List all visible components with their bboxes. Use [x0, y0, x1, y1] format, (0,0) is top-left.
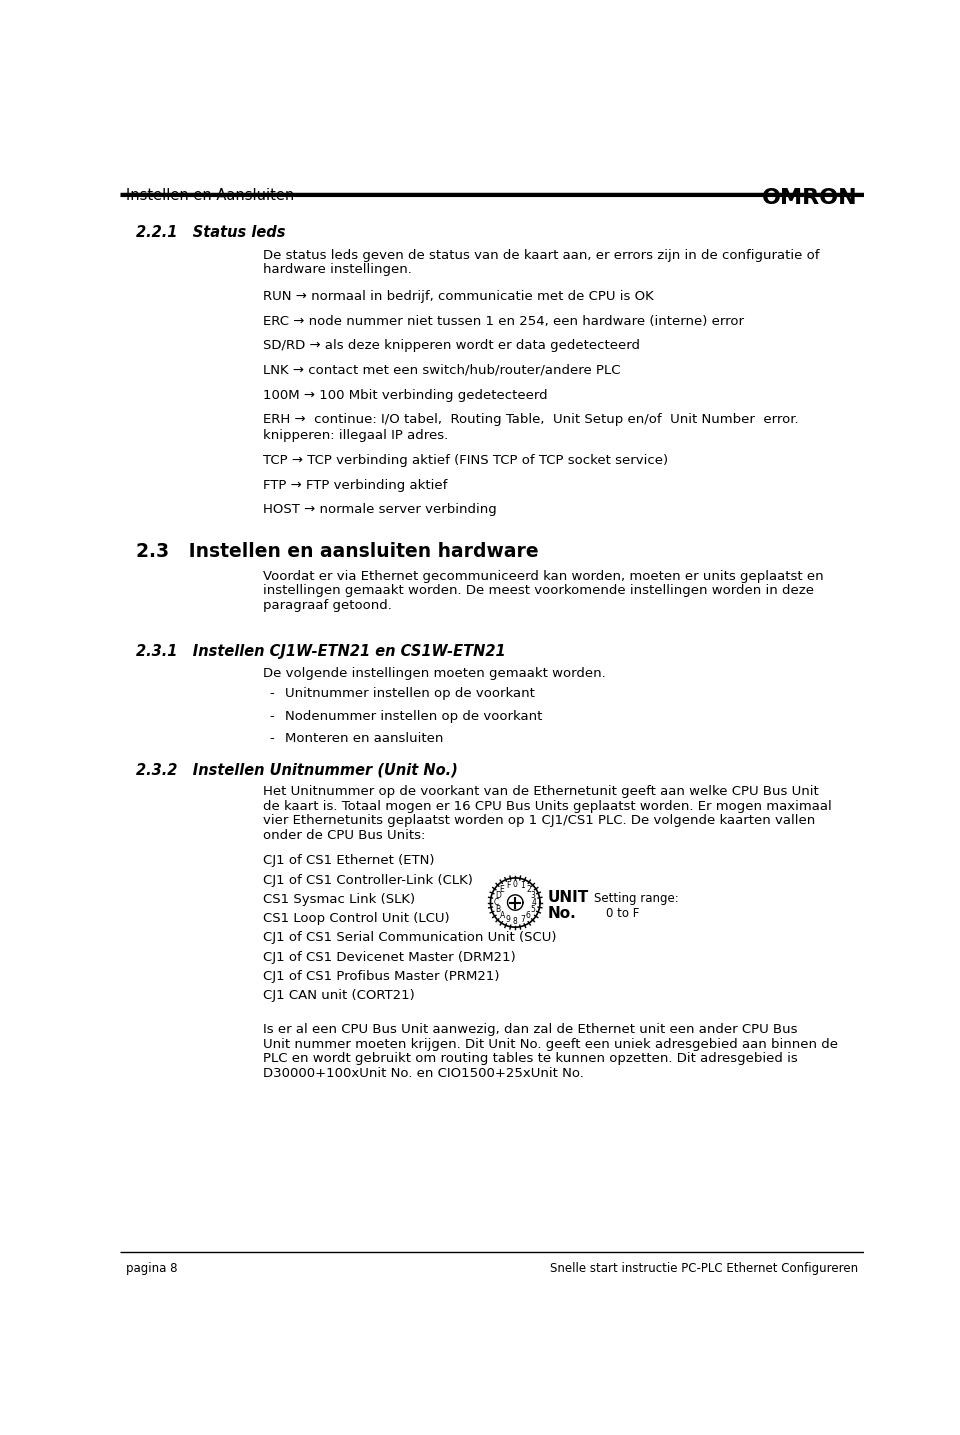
Text: UNIT: UNIT — [548, 890, 589, 905]
Text: onder de CPU Bus Units:: onder de CPU Bus Units: — [263, 829, 425, 842]
Text: 3: 3 — [530, 891, 535, 900]
Text: 4: 4 — [532, 898, 537, 907]
Text: Voordat er via Ethernet gecommuniceerd kan worden, moeten er units geplaatst en: Voordat er via Ethernet gecommuniceerd k… — [263, 570, 824, 583]
Text: HOST → normale server verbinding: HOST → normale server verbinding — [263, 504, 497, 517]
Text: SD/RD → als deze knipperen wordt er data gedetecteerd: SD/RD → als deze knipperen wordt er data… — [263, 339, 640, 352]
Text: 9: 9 — [506, 916, 511, 924]
Text: Is er al een CPU Bus Unit aanwezig, dan zal de Ethernet unit een ander CPU Bus: Is er al een CPU Bus Unit aanwezig, dan … — [263, 1023, 798, 1036]
Text: A: A — [499, 911, 505, 920]
Text: ERC → node nummer niet tussen 1 en 254, een hardware (interne) error: ERC → node nummer niet tussen 1 en 254, … — [263, 314, 744, 327]
Text: -: - — [270, 687, 275, 700]
Text: LNK → contact met een switch/hub/router/andere PLC: LNK → contact met een switch/hub/router/… — [263, 364, 621, 377]
Text: 5: 5 — [530, 905, 535, 914]
Text: Het Unitnummer op de voorkant van de Ethernetunit geeft aan welke CPU Bus Unit: Het Unitnummer op de voorkant van de Eth… — [263, 785, 819, 798]
Text: D: D — [495, 891, 501, 900]
Text: pagina 8: pagina 8 — [126, 1261, 178, 1274]
Text: CJ1 of CS1 Controller-Link (CLK): CJ1 of CS1 Controller-Link (CLK) — [263, 874, 473, 887]
Text: C: C — [494, 898, 499, 907]
Text: hardware instellingen.: hardware instellingen. — [263, 263, 412, 276]
Text: E: E — [500, 885, 504, 894]
Text: 2.3.1   Instellen CJ1W-ETN21 en CS1W-ETN21: 2.3.1 Instellen CJ1W-ETN21 en CS1W-ETN21 — [135, 644, 505, 659]
Text: vier Ethernetunits geplaatst worden op 1 CJ1/CS1 PLC. De volgende kaarten vallen: vier Ethernetunits geplaatst worden op 1… — [263, 815, 816, 828]
Text: TCP → TCP verbinding aktief (FINS TCP of TCP socket service): TCP → TCP verbinding aktief (FINS TCP of… — [263, 453, 668, 466]
Text: RUN → normaal in bedrijf, communicatie met de CPU is OK: RUN → normaal in bedrijf, communicatie m… — [263, 290, 654, 303]
Text: De status leds geven de status van de kaart aan, er errors zijn in de configurat: De status leds geven de status van de ka… — [263, 250, 820, 263]
Text: Setting range:: Setting range: — [594, 891, 679, 904]
Text: Unitnummer instellen op de voorkant: Unitnummer instellen op de voorkant — [285, 687, 535, 700]
Text: Unit nummer moeten krijgen. Dit Unit No. geeft een uniek adresgebied aan binnen : Unit nummer moeten krijgen. Dit Unit No.… — [263, 1038, 838, 1050]
Text: Nodenummer instellen op de voorkant: Nodenummer instellen op de voorkant — [285, 710, 542, 723]
Text: instellingen gemaakt worden. De meest voorkomende instellingen worden in deze: instellingen gemaakt worden. De meest vo… — [263, 584, 814, 597]
Text: 2.3   Instellen en aansluiten hardware: 2.3 Instellen en aansluiten hardware — [135, 542, 539, 561]
Text: 2.3.2   Instellen Unitnummer (Unit No.): 2.3.2 Instellen Unitnummer (Unit No.) — [135, 762, 457, 776]
Text: 7: 7 — [520, 916, 525, 924]
Text: -: - — [270, 710, 275, 723]
Text: -: - — [270, 732, 275, 745]
Text: 8: 8 — [513, 917, 517, 926]
Text: de kaart is. Totaal mogen er 16 CPU Bus Units geplaatst worden. Er mogen maximaa: de kaart is. Totaal mogen er 16 CPU Bus … — [263, 799, 832, 812]
Text: CS1 Loop Control Unit (LCU): CS1 Loop Control Unit (LCU) — [263, 913, 450, 926]
Text: De volgende instellingen moeten gemaakt worden.: De volgende instellingen moeten gemaakt … — [263, 667, 606, 680]
Text: 2.2.1   Status leds: 2.2.1 Status leds — [135, 224, 285, 240]
Text: No.: No. — [548, 905, 577, 921]
Text: D30000+100xUnit No. en CIO1500+25xUnit No.: D30000+100xUnit No. en CIO1500+25xUnit N… — [263, 1068, 585, 1081]
Text: CJ1 of CS1 Serial Communication Unit (SCU): CJ1 of CS1 Serial Communication Unit (SC… — [263, 931, 557, 944]
Text: CJ1 of CS1 Profibus Master (PRM21): CJ1 of CS1 Profibus Master (PRM21) — [263, 970, 500, 983]
Text: 6: 6 — [526, 911, 531, 920]
Text: 0 to F: 0 to F — [606, 907, 639, 920]
Text: FTP → FTP verbinding aktief: FTP → FTP verbinding aktief — [263, 479, 447, 492]
Text: PLC en wordt gebruikt om routing tables te kunnen opzetten. Dit adresgebied is: PLC en wordt gebruikt om routing tables … — [263, 1052, 798, 1065]
Text: B: B — [495, 905, 500, 914]
Text: 0: 0 — [513, 880, 517, 888]
Text: knipperen: illegaal IP adres.: knipperen: illegaal IP adres. — [263, 429, 448, 442]
Text: CJ1 of CS1 Devicenet Master (DRM21): CJ1 of CS1 Devicenet Master (DRM21) — [263, 950, 516, 964]
Text: 1: 1 — [520, 881, 525, 890]
Text: paragraaf getoond.: paragraaf getoond. — [263, 598, 393, 611]
Text: F: F — [506, 881, 511, 890]
Text: 100M → 100 Mbit verbinding gedetecteerd: 100M → 100 Mbit verbinding gedetecteerd — [263, 389, 548, 402]
Text: CJ1 CAN unit (CORT21): CJ1 CAN unit (CORT21) — [263, 989, 415, 1002]
Text: CJ1 of CS1 Ethernet (ETN): CJ1 of CS1 Ethernet (ETN) — [263, 854, 435, 867]
Text: CS1 Sysmac Link (SLK): CS1 Sysmac Link (SLK) — [263, 893, 416, 905]
Text: OMRON: OMRON — [762, 188, 858, 208]
Text: ERH →  continue: I/O tabel,  Routing Table,  Unit Setup en/of  Unit Number  erro: ERH → continue: I/O tabel, Routing Table… — [263, 413, 799, 426]
Text: Instellen en Aansluiten: Instellen en Aansluiten — [126, 188, 295, 202]
Text: 2: 2 — [526, 885, 531, 894]
Text: Snelle start instructie PC-PLC Ethernet Configureren: Snelle start instructie PC-PLC Ethernet … — [550, 1261, 858, 1274]
Text: Monteren en aansluiten: Monteren en aansluiten — [285, 732, 444, 745]
